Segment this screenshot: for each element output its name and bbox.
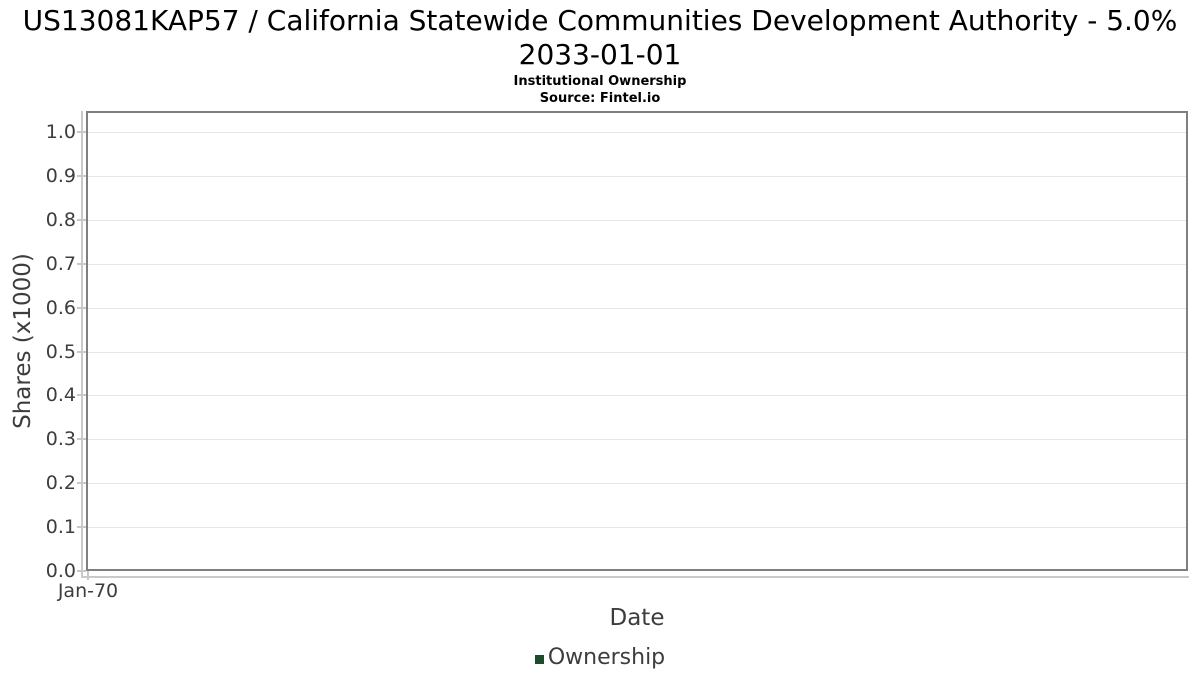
chart-title-line1: US13081KAP57 / California Statewide Comm… <box>22 4 1178 37</box>
y-tick-mark-0.9 <box>77 174 86 177</box>
x-tick-label-Jan-70: Jan-70 <box>57 580 119 602</box>
plot-area <box>86 111 1188 571</box>
y-tick-label-0.2: 0.2 <box>45 472 76 495</box>
x-axis-title: Date <box>609 605 665 631</box>
gridline-y-0.8 <box>88 219 1186 221</box>
y-tick-mark-0.3 <box>77 438 86 441</box>
y-tick-label-0.5: 0.5 <box>45 340 76 363</box>
x-tick-mark-Jan-70 <box>87 571 89 580</box>
y-tick-mark-0.8 <box>77 218 86 221</box>
gridline-y-0.3 <box>88 439 1186 441</box>
y-tick-mark-0.7 <box>77 262 86 265</box>
legend-label-ownership: Ownership <box>547 645 666 670</box>
chart-source: Source: Fintel.io <box>539 91 661 106</box>
y-tick-mark-0.1 <box>77 526 86 529</box>
chart-header: US13081KAP57 / California Statewide Comm… <box>0 4 1200 107</box>
y-tick-label-0.1: 0.1 <box>45 516 76 539</box>
chart-title-line2: 2033-01-01 <box>518 38 682 71</box>
gridline-y-0.4 <box>88 395 1186 397</box>
gridline-y-0.7 <box>88 263 1186 265</box>
y-tick-label-0.8: 0.8 <box>45 208 76 231</box>
legend-swatch-ownership <box>534 655 544 664</box>
y-tick-mark-0.5 <box>77 350 86 353</box>
legend: Ownership <box>0 644 1200 672</box>
gridline-y-0.2 <box>88 483 1186 485</box>
y-tick-label-1.0: 1.0 <box>45 121 76 143</box>
gridline-y-0.1 <box>88 527 1186 529</box>
y-tick-label-0.6: 0.6 <box>45 296 76 319</box>
y-axis-title: Shares (x1000) <box>10 253 36 429</box>
y-tick-mark-0.2 <box>77 482 86 485</box>
y-tick-label-0.3: 0.3 <box>45 428 76 451</box>
y-tick-label-0.4: 0.4 <box>45 384 76 407</box>
y-tick-label-0.7: 0.7 <box>45 252 76 275</box>
y-axis-line <box>81 111 83 578</box>
gridline-y-0.5 <box>88 351 1186 353</box>
gridline-y-0.9 <box>88 175 1186 177</box>
y-tick-mark-0.0 <box>77 570 86 572</box>
y-tick-label-0.0: 0.0 <box>45 560 76 582</box>
y-tick-mark-1.0 <box>77 131 86 133</box>
x-axis-line <box>81 576 1189 578</box>
chart-subtitle: Institutional Ownership <box>513 74 687 89</box>
y-tick-label-0.9: 0.9 <box>45 164 76 187</box>
y-tick-mark-0.4 <box>77 394 86 397</box>
gridline-y-0.6 <box>88 307 1186 309</box>
y-tick-mark-0.6 <box>77 306 86 309</box>
gridline-y-1.0 <box>88 132 1186 133</box>
